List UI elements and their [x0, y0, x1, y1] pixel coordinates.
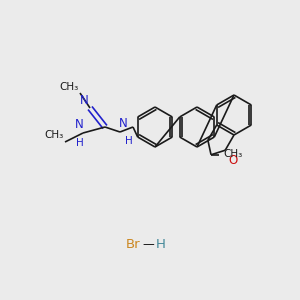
Text: N: N: [80, 94, 89, 107]
Text: CH₃: CH₃: [60, 82, 79, 92]
Text: H: H: [156, 238, 166, 251]
Text: H: H: [76, 138, 84, 148]
Text: N: N: [75, 118, 84, 131]
Text: O: O: [228, 154, 238, 167]
Text: N: N: [119, 117, 128, 130]
Text: CH₃: CH₃: [45, 130, 64, 140]
Text: Br: Br: [125, 238, 140, 251]
Text: H: H: [125, 136, 133, 146]
Text: —: —: [142, 238, 154, 251]
Text: CH₃: CH₃: [223, 149, 242, 159]
